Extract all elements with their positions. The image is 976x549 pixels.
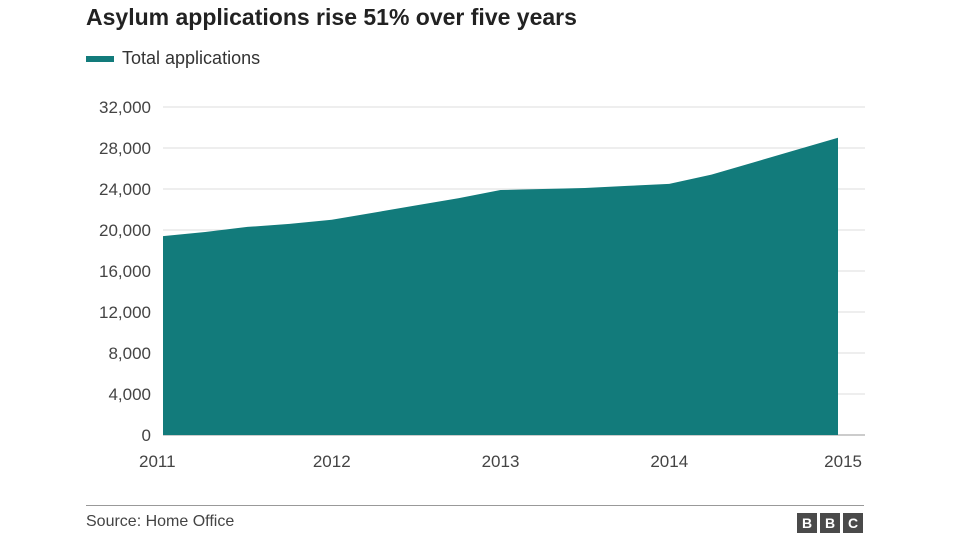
bbc-logo: B B C (797, 513, 863, 533)
x-tick-label: 2015 (824, 452, 862, 471)
x-axis-ticks: 2011 2012 2013 2014 2015 (139, 452, 862, 471)
y-tick-label: 12,000 (99, 303, 151, 322)
y-tick-label: 8,000 (108, 344, 151, 363)
logo-letter: B (797, 513, 817, 533)
chart-title: Asylum applications rise 51% over five y… (86, 4, 577, 30)
y-tick-label: 24,000 (99, 180, 151, 199)
y-tick-label: 20,000 (99, 221, 151, 240)
y-tick-label: 28,000 (99, 139, 151, 158)
y-tick-label: 0 (142, 426, 151, 445)
y-axis-ticks: 0 4,000 8,000 12,000 16,000 20,000 24,000 28,00… (99, 98, 151, 445)
y-tick-label: 4,000 (108, 385, 151, 404)
x-tick-label: 2012 (313, 452, 351, 471)
x-tick-label: 2011 (139, 452, 176, 471)
logo-letter: B (820, 513, 840, 533)
x-tick-label: 2014 (650, 452, 688, 471)
source-note: Source: Home Office (86, 513, 235, 530)
footer-divider (86, 505, 864, 506)
y-tick-label: 32,000 (99, 98, 151, 117)
logo-letter: C (843, 513, 863, 533)
legend: Total applications (86, 48, 260, 69)
series-area-total-applications (163, 137, 838, 435)
y-tick-label: 16,000 (99, 262, 151, 281)
legend-swatch (86, 55, 114, 62)
area-series (163, 137, 838, 435)
legend-label: Total applications (122, 48, 261, 68)
x-tick-label: 2013 (482, 452, 520, 471)
